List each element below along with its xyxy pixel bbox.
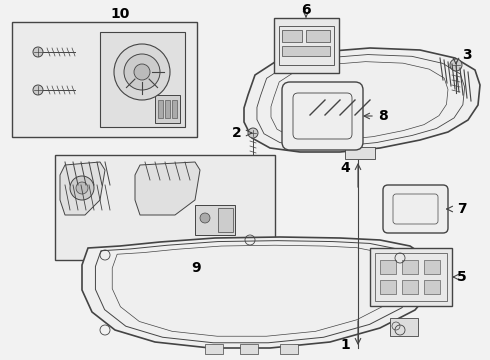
Bar [345, 147, 375, 159]
Text: 6: 6 [301, 3, 311, 17]
Bar [424, 280, 440, 294]
Polygon shape [82, 237, 432, 348]
Bar [370, 248, 452, 306]
Text: 9: 9 [191, 261, 201, 275]
Circle shape [76, 182, 88, 194]
Text: 1: 1 [340, 338, 350, 352]
Bar [12, 22, 197, 137]
Bar [380, 260, 396, 274]
Bar [55, 155, 275, 260]
Circle shape [450, 59, 462, 71]
Bar [155, 95, 180, 123]
Bar [306, 30, 330, 42]
Bar [165, 100, 170, 118]
Bar [158, 100, 163, 118]
Bar [279, 26, 334, 65]
Bar [100, 32, 185, 127]
Bar [375, 253, 447, 301]
Circle shape [70, 176, 94, 200]
Circle shape [114, 44, 170, 100]
Text: 4: 4 [340, 161, 350, 175]
Bar [280, 344, 298, 354]
Polygon shape [244, 48, 480, 152]
Bar [380, 280, 396, 294]
Circle shape [33, 47, 43, 57]
Bar [402, 280, 418, 294]
Text: 7: 7 [457, 202, 467, 216]
Polygon shape [60, 162, 105, 215]
Bar [390, 318, 418, 336]
Circle shape [134, 64, 150, 80]
Text: 2: 2 [232, 126, 242, 140]
Bar [205, 344, 223, 354]
Circle shape [33, 85, 43, 95]
Circle shape [124, 54, 160, 90]
Bar [274, 18, 339, 73]
Text: 3: 3 [462, 48, 472, 62]
Bar [402, 260, 418, 274]
Bar [282, 46, 330, 56]
Text: 5: 5 [457, 270, 467, 284]
Bar [240, 344, 258, 354]
Bar [424, 260, 440, 274]
Circle shape [248, 128, 258, 138]
Bar [282, 30, 302, 42]
Circle shape [200, 213, 210, 223]
Bar [218, 208, 233, 232]
Bar [195, 205, 235, 235]
Bar [172, 100, 177, 118]
Text: 8: 8 [378, 109, 388, 123]
Polygon shape [135, 162, 200, 215]
Text: 10: 10 [110, 7, 130, 21]
FancyBboxPatch shape [383, 185, 448, 233]
FancyBboxPatch shape [282, 82, 363, 150]
